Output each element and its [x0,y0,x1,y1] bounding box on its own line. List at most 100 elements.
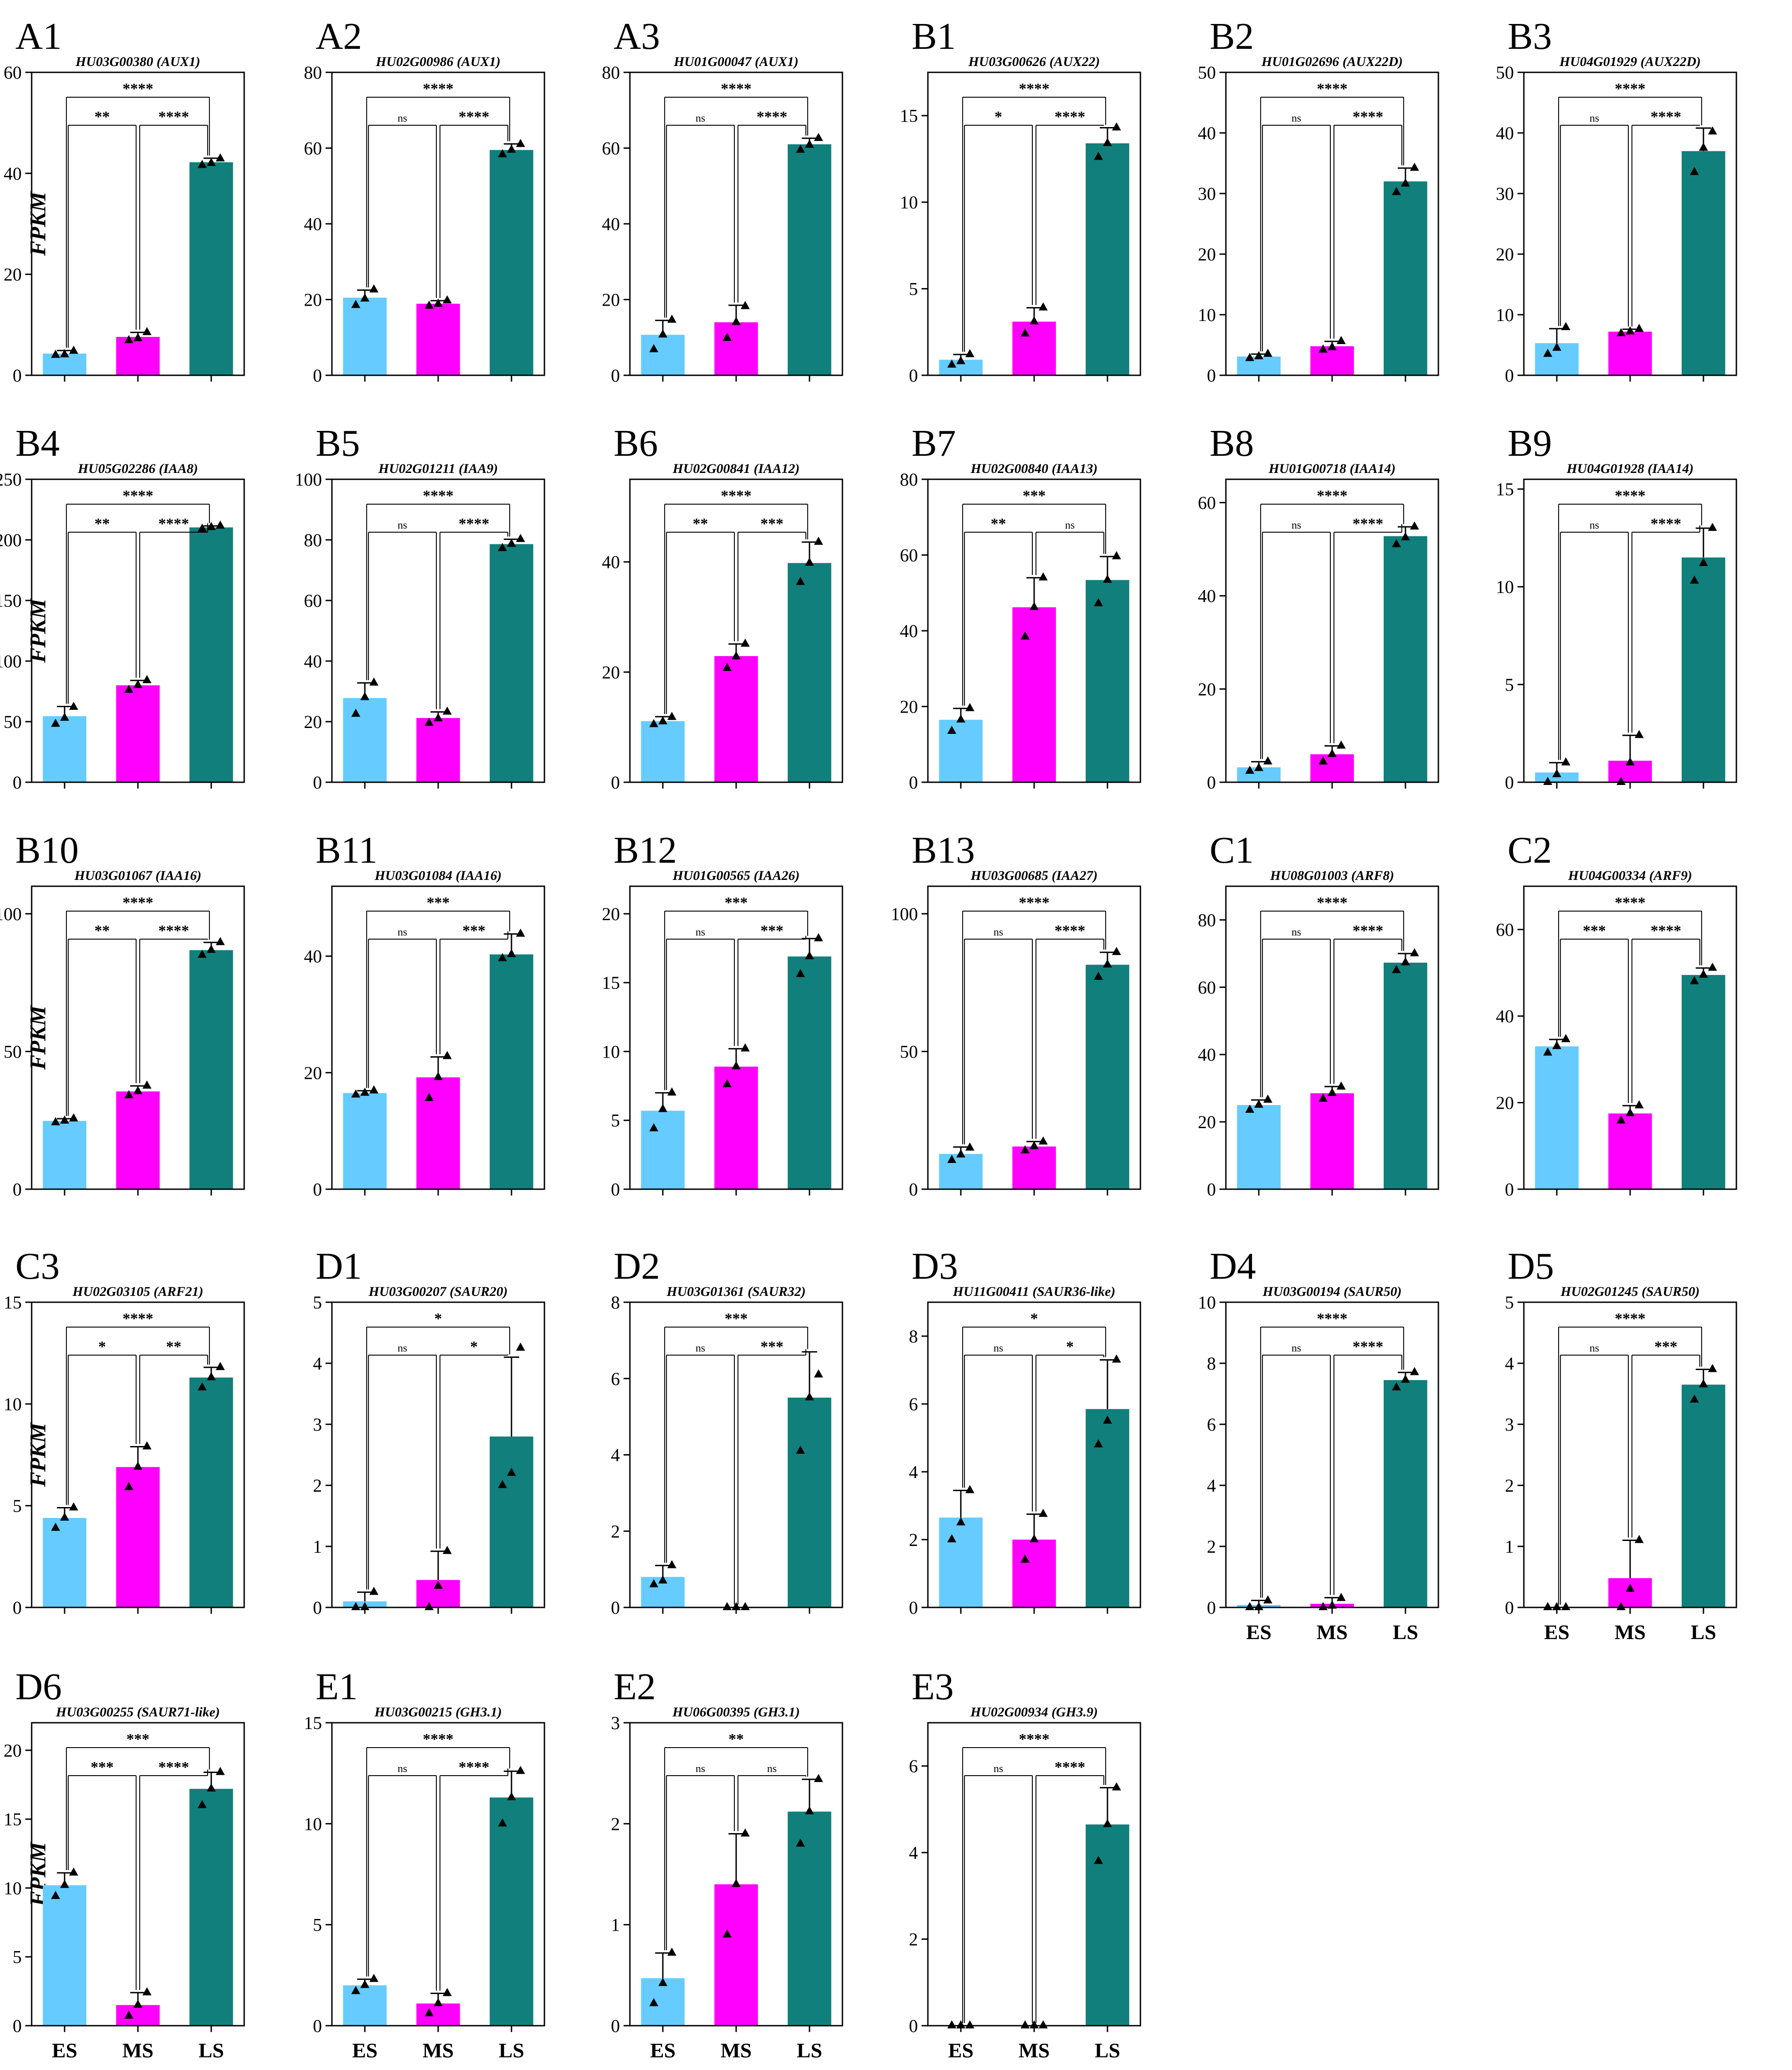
data-point-es [1543,1602,1552,1610]
data-point-ls [516,139,525,147]
data-point-ms [732,1061,741,1069]
data-point-es [51,350,60,358]
data-point-ms [1617,1115,1626,1124]
data-point-es [69,1113,78,1122]
ms-ls-significance-label: **** [1054,109,1085,125]
ms-ls-significance-label: **** [1650,922,1681,939]
data-point-ms [443,1988,452,1996]
data-point-es [947,359,956,368]
data-point-ms [723,1602,732,1610]
bar-ms [714,656,758,782]
es-ls-significance-label: **** [423,1731,454,1748]
y-tick-label: 10 [1496,577,1514,597]
bar-ms [416,718,460,782]
data-point-ms [741,1043,750,1052]
y-tick-label: 4 [1505,1353,1514,1374]
es-ls-significance-label: **** [123,80,153,97]
data-point-ms [1039,1136,1048,1145]
data-point-es [60,349,69,358]
bar-ms [1608,1113,1652,1189]
ms-ls-significance-label: **** [459,515,489,532]
y-tick-label: 5 [1505,1292,1514,1313]
y-tick-label: 250 [0,469,22,490]
plot-frame [927,1722,1141,2027]
data-point-ls [1699,142,1708,151]
data-point-ls [1410,162,1419,171]
data-point-ms [142,675,151,683]
data-point-ls [207,1372,216,1380]
data-point-es [667,314,676,323]
data-point-ms [1635,1535,1644,1543]
y-tick-label: 5 [1505,675,1514,695]
es-ms-significance-label: ** [95,515,110,532]
y-tick-label: 0 [313,2016,322,2036]
data-point-ms [1021,2020,1030,2028]
category-label-es: ES [52,2039,77,2062]
es-ms-significance-label: ns [397,1763,407,1775]
y-tick-label: 0 [909,365,918,386]
ms-ls-significance-label: **** [757,109,787,125]
panel-title-d5: HU02G01245 (SAUR50) [1560,1284,1700,1299]
y-tick-label: 0 [1505,1597,1514,1618]
es-ms-significance-label: ns [695,1763,705,1775]
es-ls-significance-label: **** [123,1310,153,1327]
panel-label-b4: B4 [15,422,60,464]
data-point-ms [1030,602,1039,610]
category-label-ms: MS [1019,2039,1050,2062]
y-tick-label: 15 [4,1292,22,1313]
y-tick-label: 40 [602,214,620,234]
data-point-ls [805,1806,814,1815]
data-point-ls [1103,959,1112,968]
es-ms-significance-label: ns [1291,520,1301,531]
bar-es [641,335,685,375]
data-point-ms [133,1086,142,1094]
panel-title-d1: HU03G00207 (SAUR20) [368,1284,508,1299]
es-ms-significance-label: ns [397,926,407,938]
y-tick-label: 80 [602,62,620,83]
y-tick-label: 3 [313,1414,322,1435]
data-point-ls [1094,598,1103,606]
data-point-ls [198,523,207,532]
ms-ls-significance-label: ** [166,1338,181,1355]
bar-es [641,1111,685,1189]
data-point-ls [1699,969,1708,978]
panel-label-b11: B11 [316,829,378,871]
panel-e2: E2 HU06G00395 (GH3.1) ES MS LS 0 1 2 3 ** ns ns [611,1666,843,2062]
y-tick-label: 8 [611,1292,620,1313]
data-point-ls [216,1767,225,1775]
bar-ls [489,1437,534,1607]
bar-ms [416,1077,460,1189]
es-ls-significance-label: **** [1615,1310,1645,1327]
plot-frame [331,1301,545,1608]
y-tick-label: 80 [900,469,918,490]
panel-label-d6: D6 [15,1666,62,1708]
bar-ms [1310,1093,1354,1189]
es-ls-significance-label: *** [1023,487,1046,504]
data-point-es [369,1085,378,1094]
y-tick-label: 20 [1496,1093,1514,1113]
bar-es [641,1978,685,2026]
es-ls-significance-label: *** [127,1731,150,1748]
y-tick-label: 10 [602,1041,620,1062]
plot-frame [31,1301,245,1608]
category-label-es: ES [948,2039,974,2062]
category-label-ls: LS [1691,1621,1716,1644]
data-point-ls [796,1446,805,1454]
panel-d5: D5 HU02G01245 (SAUR50) ES MS LS 0 1 2 3 4 5 **** ns *… [1505,1245,1737,1644]
data-point-es [1543,1047,1552,1056]
category-label-ls: LS [1393,1621,1418,1644]
y-tick-label: 4 [1207,1475,1216,1496]
y-tick-label: 80 [304,62,322,83]
data-point-ms [1319,756,1328,765]
bar-es [43,1518,87,1607]
data-point-es [69,345,78,354]
y-tick-label: 5 [909,279,918,299]
y-tick-label: 10 [4,1394,22,1414]
data-point-ls [796,577,805,585]
panel-label-b9: B9 [1508,422,1552,464]
data-point-es [947,1155,956,1163]
y-tick-label: 0 [13,1179,22,1200]
